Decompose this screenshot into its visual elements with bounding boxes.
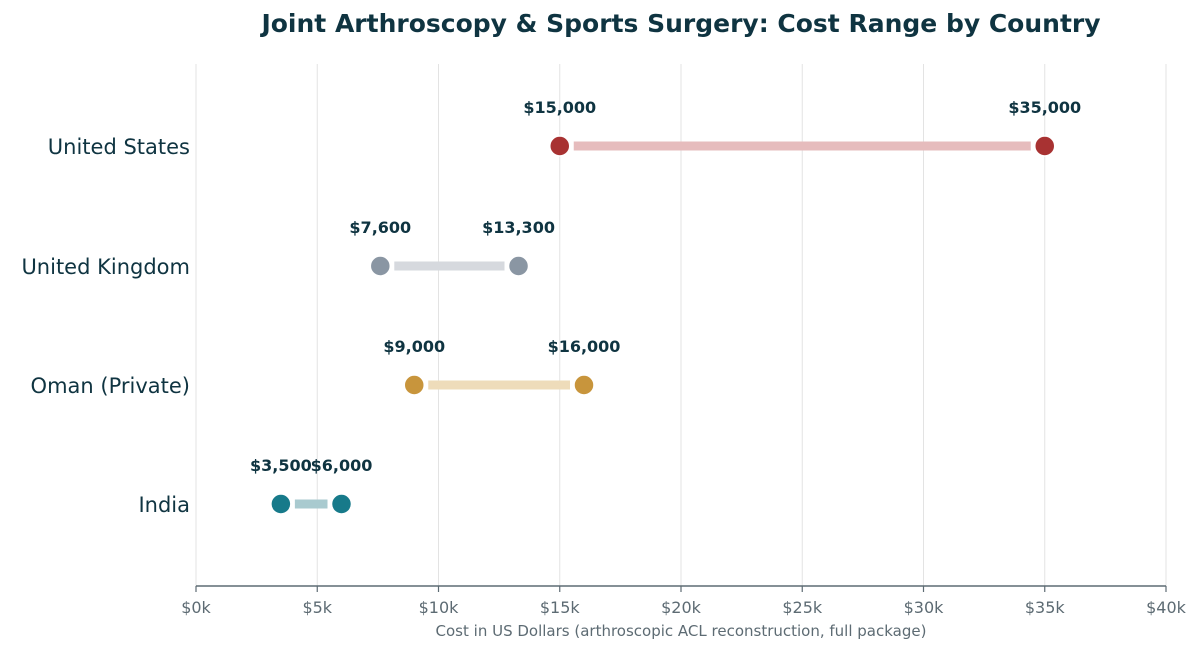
x-axis-title: Cost in US Dollars (arthroscopic ACL rec… xyxy=(436,622,927,640)
low-value-label: $15,000 xyxy=(523,98,596,117)
category-label: Oman (Private) xyxy=(31,374,190,398)
dumbbell-row: India $3,500$6,000 xyxy=(138,456,372,517)
x-tick-label: $25k xyxy=(782,598,823,617)
category-label: United Kingdom xyxy=(21,255,190,279)
high-value-dot xyxy=(1034,135,1056,157)
category-label: United States xyxy=(48,135,190,159)
dumbbell-row: Oman (Private) $9,000 $16,000 xyxy=(31,337,621,398)
x-tick-label: $40k xyxy=(1146,598,1187,617)
x-tick-label: $20k xyxy=(661,598,702,617)
x-axis: $0k $5k $10k $15k $20k $25k $30k $35k $40k xyxy=(181,585,1187,617)
dumbbell-row: United Kingdom $7,600 $13,300 xyxy=(21,218,555,279)
x-tick-label: $15k xyxy=(540,598,581,617)
dumbbell-row: United States $15,000 $35,000 xyxy=(48,98,1081,159)
x-tick-label: $35k xyxy=(1025,598,1066,617)
high-value-dot xyxy=(573,374,595,396)
low-value-label: $3,500 xyxy=(250,456,312,475)
x-tick-label: $10k xyxy=(419,598,460,617)
high-value-label: $16,000 xyxy=(548,337,621,356)
x-tick-label: $5k xyxy=(302,598,332,617)
low-value-dot xyxy=(369,255,392,277)
low-value-label: $9,000 xyxy=(383,337,445,356)
low-value-dot xyxy=(403,374,425,396)
chart-title: Joint Arthroscopy & Sports Surgery: Cost… xyxy=(259,9,1100,38)
low-value-dot xyxy=(270,493,292,515)
low-value-dot xyxy=(549,135,571,157)
high-value-label: $13,300 xyxy=(482,218,555,237)
x-tick-label: $30k xyxy=(904,598,945,617)
low-value-label: $7,600 xyxy=(349,218,411,237)
high-value-label: $6,000 xyxy=(311,456,373,475)
high-value-label: $35,000 xyxy=(1008,98,1081,117)
category-label: India xyxy=(138,493,190,517)
series-layer: United States $15,000 $35,000 United Kingdo… xyxy=(21,98,1081,517)
high-value-dot xyxy=(507,255,530,277)
x-tick-label: $0k xyxy=(181,598,211,617)
high-value-dot xyxy=(330,493,353,515)
